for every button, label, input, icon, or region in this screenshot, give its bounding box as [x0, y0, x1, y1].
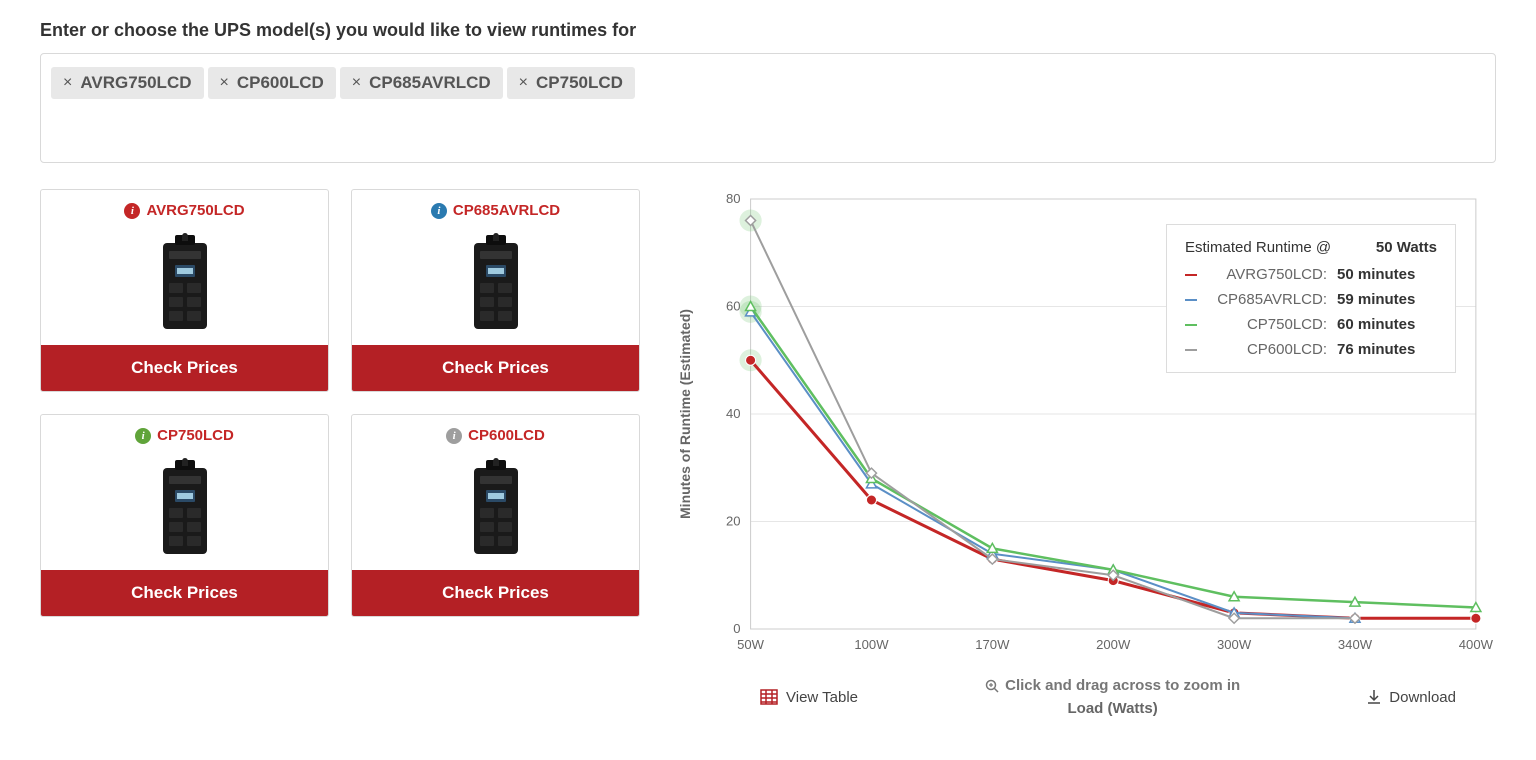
product-name-link[interactable]: CP600LCD [468, 427, 545, 444]
product-card-grid: i AVRG750LCD Check Prices i CP685AVRLCD [40, 189, 640, 617]
model-tag[interactable]: × CP750LCD [507, 67, 635, 99]
model-tag-label: CP750LCD [536, 73, 623, 93]
product-name-link[interactable]: CP685AVRLCD [453, 202, 560, 219]
legend-title: Estimated Runtime @ [1185, 239, 1331, 256]
model-tag-label: CP685AVRLCD [369, 73, 491, 93]
product-image [456, 233, 536, 333]
remove-tag-icon[interactable]: × [519, 74, 528, 92]
model-tag-label: CP600LCD [237, 73, 324, 93]
product-image [145, 233, 225, 333]
view-table-label: View Table [786, 689, 858, 706]
check-prices-button[interactable]: Check Prices [41, 570, 328, 616]
download-label: Download [1389, 689, 1456, 706]
svg-text:Minutes of Runtime (Estimated): Minutes of Runtime (Estimated) [677, 309, 693, 519]
legend-series-label: AVRG750LCD: [1207, 266, 1327, 283]
product-card: i AVRG750LCD Check Prices [40, 189, 329, 392]
product-card: i CP600LCD Check Prices [351, 414, 640, 617]
legend-color-swatch [1185, 274, 1197, 276]
product-card: i CP685AVRLCD Check Prices [351, 189, 640, 392]
legend-series-value: 60 minutes [1337, 316, 1437, 333]
svg-text:340W: 340W [1338, 637, 1373, 652]
svg-text:400W: 400W [1459, 637, 1494, 652]
svg-text:200W: 200W [1096, 637, 1131, 652]
svg-text:50W: 50W [737, 637, 765, 652]
product-card: i CP750LCD Check Prices [40, 414, 329, 617]
product-image [145, 458, 225, 558]
svg-text:100W: 100W [854, 637, 889, 652]
product-name-link[interactable]: CP750LCD [157, 427, 234, 444]
legend-row: CP685AVRLCD: 59 minutes [1185, 291, 1437, 308]
legend-color-swatch [1185, 324, 1197, 326]
info-icon[interactable]: i [446, 428, 462, 444]
model-tag[interactable]: × CP600LCD [208, 67, 336, 99]
svg-text:60: 60 [726, 299, 741, 314]
legend-color-swatch [1185, 349, 1197, 351]
info-icon[interactable]: i [124, 203, 140, 219]
svg-text:170W: 170W [975, 637, 1010, 652]
model-tag-input[interactable]: × AVRG750LCD × CP600LCD × CP685AVRLCD × CP750LC… [40, 53, 1496, 163]
legend-row: CP600LCD: 76 minutes [1185, 341, 1437, 358]
product-name-link[interactable]: AVRG750LCD [146, 202, 244, 219]
info-icon[interactable]: i [135, 428, 151, 444]
zoom-icon [985, 679, 999, 693]
svg-text:300W: 300W [1217, 637, 1252, 652]
download-button[interactable]: Download [1367, 689, 1456, 706]
download-icon [1367, 689, 1381, 705]
product-image [456, 458, 536, 558]
view-table-button[interactable]: View Table [760, 689, 858, 706]
legend-color-swatch [1185, 299, 1197, 301]
legend-series-label: CP750LCD: [1207, 316, 1327, 333]
svg-text:0: 0 [733, 621, 740, 636]
zoom-hint: Click and drag across to zoom in [858, 677, 1367, 694]
runtime-chart-area: 0 20 40 60 80 50W 100W 170W 200W 300W 340W 400W Minu… [670, 189, 1496, 717]
model-tag-label: AVRG750LCD [80, 73, 191, 93]
legend-series-value: 59 minutes [1337, 291, 1437, 308]
page-heading: Enter or choose the UPS model(s) you wou… [40, 20, 1496, 41]
model-tag[interactable]: × AVRG750LCD [51, 67, 204, 99]
remove-tag-icon[interactable]: × [220, 74, 229, 92]
legend-series-label: CP600LCD: [1207, 341, 1327, 358]
remove-tag-icon[interactable]: × [352, 74, 361, 92]
remove-tag-icon[interactable]: × [63, 74, 72, 92]
chart-tooltip-legend: Estimated Runtime @ 50 Watts AVRG750LCD:… [1166, 224, 1456, 373]
table-icon [760, 689, 778, 705]
svg-text:80: 80 [726, 191, 741, 206]
check-prices-button[interactable]: Check Prices [352, 345, 639, 391]
model-tag[interactable]: × CP685AVRLCD [340, 67, 503, 99]
check-prices-button[interactable]: Check Prices [41, 345, 328, 391]
legend-series-value: 76 minutes [1337, 341, 1437, 358]
svg-text:20: 20 [726, 514, 741, 529]
legend-at-value: 50 Watts [1376, 239, 1437, 256]
legend-series-label: CP685AVRLCD: [1207, 291, 1327, 308]
check-prices-button[interactable]: Check Prices [352, 570, 639, 616]
legend-row: AVRG750LCD: 50 minutes [1185, 266, 1437, 283]
x-axis-label: Load (Watts) [858, 700, 1367, 717]
legend-row: CP750LCD: 60 minutes [1185, 316, 1437, 333]
svg-text:40: 40 [726, 406, 741, 421]
runtime-chart[interactable]: 0 20 40 60 80 50W 100W 170W 200W 300W 340W 400W Minu… [670, 189, 1496, 669]
info-icon[interactable]: i [431, 203, 447, 219]
legend-series-value: 50 minutes [1337, 266, 1437, 283]
